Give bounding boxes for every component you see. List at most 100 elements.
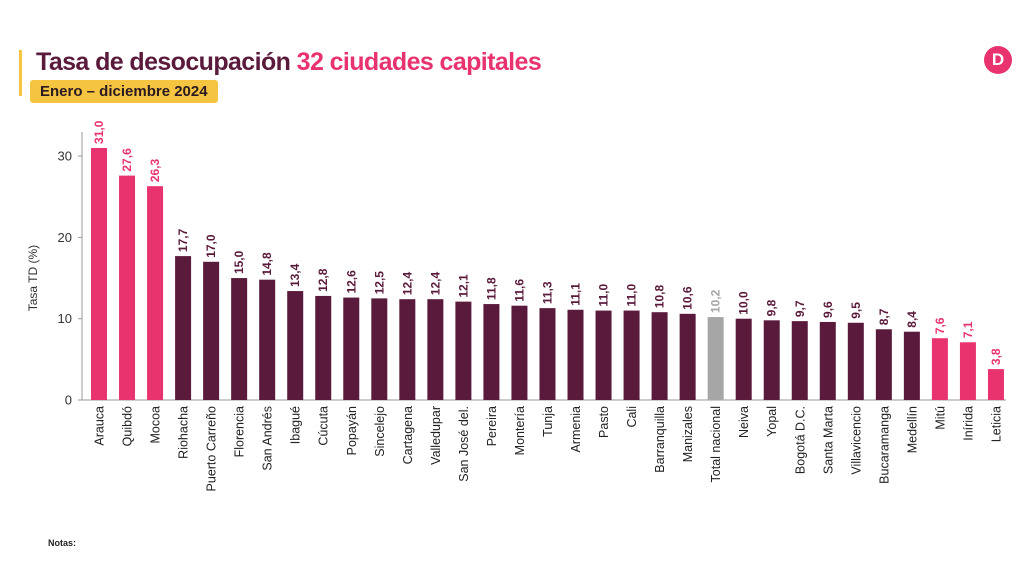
category-label: San José del. (457, 406, 471, 482)
category-label: Mitú (933, 406, 947, 430)
data-label: 11,6 (512, 279, 526, 302)
chart-title: Tasa de desocupación 32 ciudades capital… (36, 48, 542, 77)
category-label: Manizales (681, 406, 695, 462)
data-label: 11,0 (597, 284, 611, 307)
bar (539, 308, 556, 400)
title-accent-bar (19, 50, 22, 96)
data-label: 27,6 (120, 148, 134, 172)
bar (735, 318, 752, 400)
data-label: 12,4 (428, 272, 442, 296)
category-label: Cúcuta (317, 406, 331, 446)
data-label: 9,7 (793, 300, 807, 317)
bar (847, 322, 864, 400)
data-label: 12,6 (344, 270, 358, 294)
bar (91, 147, 107, 400)
bar (119, 175, 136, 400)
category-label: Yopal (765, 406, 779, 437)
data-label: 15,0 (232, 250, 246, 274)
bar (343, 297, 360, 400)
brand-logo-icon: D (984, 46, 1012, 74)
category-label: Cali (625, 406, 639, 428)
bar (511, 305, 528, 400)
category-label: Pereira (485, 406, 499, 446)
bar (203, 261, 220, 400)
category-label: Medellín (905, 406, 919, 453)
data-label: 11,8 (484, 277, 498, 300)
bar (819, 321, 836, 400)
bar (231, 278, 248, 400)
bar (595, 310, 612, 400)
bar (259, 279, 276, 400)
y-tick-label: 10 (58, 311, 72, 326)
bar (287, 291, 304, 400)
notes-label: Notas: (48, 538, 77, 548)
y-axis-label: Tasa TD (%) (26, 245, 40, 311)
bar (623, 310, 640, 400)
bar (371, 298, 388, 400)
category-label: Villavicencio (849, 406, 863, 475)
bar (791, 321, 808, 400)
category-label: Santa Marta (821, 406, 835, 474)
category-label: Sincelejo (373, 406, 387, 457)
data-label: 10,2 (709, 289, 723, 313)
bar (903, 331, 920, 400)
bar (875, 329, 892, 400)
category-label: Inírida (961, 406, 975, 441)
bar (651, 312, 668, 400)
category-label: Popayán (345, 406, 359, 455)
data-label: 8,4 (905, 311, 919, 328)
data-label: 7,1 (961, 321, 975, 338)
category-label: Bucaramanga (877, 406, 891, 484)
category-label: Pasto (597, 406, 611, 438)
data-label: 17,7 (176, 228, 190, 252)
category-label: Cartagena (401, 406, 415, 464)
data-label: 13,4 (288, 263, 302, 287)
bar (483, 304, 500, 400)
bar (959, 342, 976, 400)
chart-title-part2: 32 ciudades capitales (296, 48, 542, 76)
data-label: 11,0 (625, 284, 639, 307)
bar (931, 338, 948, 400)
category-label: Montería (513, 406, 527, 455)
category-label: Florencia (233, 406, 247, 457)
category-label: Arauca (93, 406, 107, 446)
category-label: Valledupar (429, 406, 443, 465)
y-tick-label: 30 (58, 149, 72, 164)
chart-title-part1: Tasa de desocupación (36, 48, 291, 76)
category-label: Tunja (541, 406, 555, 437)
category-label: Ibagué (289, 406, 303, 444)
category-label: San Andrés (261, 406, 275, 471)
category-label: Puerto Carreño (205, 406, 219, 492)
data-label: 12,8 (316, 268, 330, 292)
bar (763, 320, 780, 400)
data-label: 9,8 (765, 299, 779, 316)
data-label: 17,0 (204, 234, 218, 258)
bar (175, 256, 192, 400)
category-label: Total nacional (709, 406, 723, 482)
data-label: 12,1 (456, 274, 470, 298)
bar (679, 313, 696, 400)
chart-subtitle: Enero – diciembre 2024 (30, 80, 218, 103)
category-label: Bogotá D.C. (793, 406, 807, 474)
y-tick-label: 20 (58, 230, 72, 245)
bar (567, 309, 584, 400)
bar (399, 299, 416, 400)
category-label: Neiva (737, 406, 751, 438)
data-label: 12,4 (400, 272, 414, 296)
bar (147, 186, 164, 400)
data-label: 26,3 (148, 158, 162, 182)
category-label: Barranquilla (653, 406, 667, 473)
data-label: 3,8 (989, 348, 1003, 365)
data-label: 14,8 (260, 252, 274, 276)
data-label: 10,6 (681, 286, 695, 310)
y-tick-label: 0 (65, 393, 72, 408)
category-label: Quibdó (121, 406, 135, 446)
data-label: 10,0 (737, 291, 751, 315)
category-label: Riohacha (177, 406, 191, 459)
bar (455, 301, 472, 400)
category-label: Leticia (989, 406, 1003, 442)
data-label: 31,0 (92, 120, 106, 144)
data-label: 12,5 (372, 271, 386, 295)
data-label: 11,3 (540, 281, 554, 304)
